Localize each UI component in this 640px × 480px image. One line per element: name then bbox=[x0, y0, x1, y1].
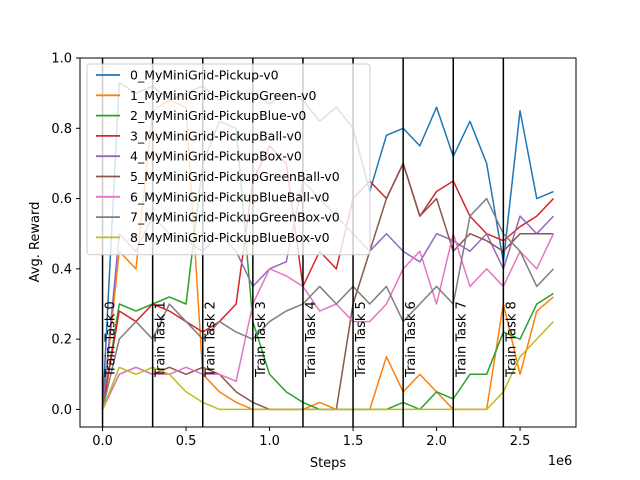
legend: 0_MyMiniGrid-Pickup-v0 1_MyMiniGrid-Picku… bbox=[86, 63, 371, 256]
legend-label-2: 2_MyMiniGrid-PickupBlue-v0 bbox=[130, 108, 306, 123]
legend-label-7: 7_MyMiniGrid-PickupGreenBox-v0 bbox=[130, 210, 340, 225]
x-tick-label-3: 1.5 bbox=[343, 434, 364, 449]
legend-label-1: 1_MyMiniGrid-PickupGreen-v0 bbox=[130, 88, 317, 103]
x-tick-label-5: 2.5 bbox=[510, 434, 531, 449]
x-tick-label-0: 0.0 bbox=[92, 434, 113, 449]
task-boundary-label-4: Train Task 4 bbox=[304, 301, 319, 378]
legend-box bbox=[86, 63, 371, 256]
x-axis-label: Steps bbox=[310, 456, 347, 471]
series-line-7 bbox=[101, 197, 554, 410]
y-tick-label-4: 0.8 bbox=[51, 122, 72, 137]
y-tick-label-0: 0.0 bbox=[51, 403, 72, 418]
task-boundary-label-6: Train Task 6 bbox=[404, 301, 419, 378]
legend-label-0: 0_MyMiniGrid-Pickup-v0 bbox=[130, 68, 279, 83]
legend-label-5: 5_MyMiniGrid-PickupGreenBall-v0 bbox=[130, 169, 340, 184]
task-boundary-label-1: Train Task 1 bbox=[154, 301, 169, 378]
axes: 0.0 0.5 1.0 1.5 2.0 2.5 0.0 0.2 0.4 0.6 0.8 1.0 bbox=[51, 52, 577, 449]
y-tick-label-2: 0.4 bbox=[51, 262, 72, 277]
task-boundary-label-8: Train Task 8 bbox=[504, 301, 519, 378]
legend-label-6: 6_MyMiniGrid-PickupBlueBall-v0 bbox=[130, 189, 330, 204]
series-line-3 bbox=[101, 145, 554, 410]
y-axis-label: Avg. Reward bbox=[28, 202, 43, 283]
y-tick-label-1: 0.2 bbox=[51, 333, 72, 348]
task-boundary-label-3: Train Task 3 bbox=[254, 301, 269, 378]
series-line-6 bbox=[101, 232, 555, 410]
task-boundary-label-7: Train Task 7 bbox=[454, 301, 469, 378]
series-line-8 bbox=[101, 321, 554, 411]
x-tick-label-2: 1.0 bbox=[259, 434, 280, 449]
x-tick-label-1: 0.5 bbox=[176, 434, 197, 449]
y-tick-label-3: 0.6 bbox=[51, 192, 72, 207]
legend-label-3: 3_MyMiniGrid-PickupBall-v0 bbox=[130, 128, 302, 143]
legend-label-4: 4_MyMiniGrid-PickupBox-v0 bbox=[130, 149, 302, 164]
legend-label-8: 8_MyMiniGrid-PickupBlueBox-v0 bbox=[130, 230, 330, 245]
plot-frame bbox=[79, 57, 577, 428]
y-tick-label-5: 1.0 bbox=[51, 52, 72, 67]
task-boundary-label-0: Train Task 0 bbox=[104, 301, 119, 378]
x-axis-offset-label: 1e6 bbox=[548, 454, 573, 469]
task-boundary-label-5: Train Task 5 bbox=[354, 301, 369, 378]
x-tick-label-4: 2.0 bbox=[426, 434, 447, 449]
task-boundary-label-2: Train Task 2 bbox=[204, 301, 219, 378]
